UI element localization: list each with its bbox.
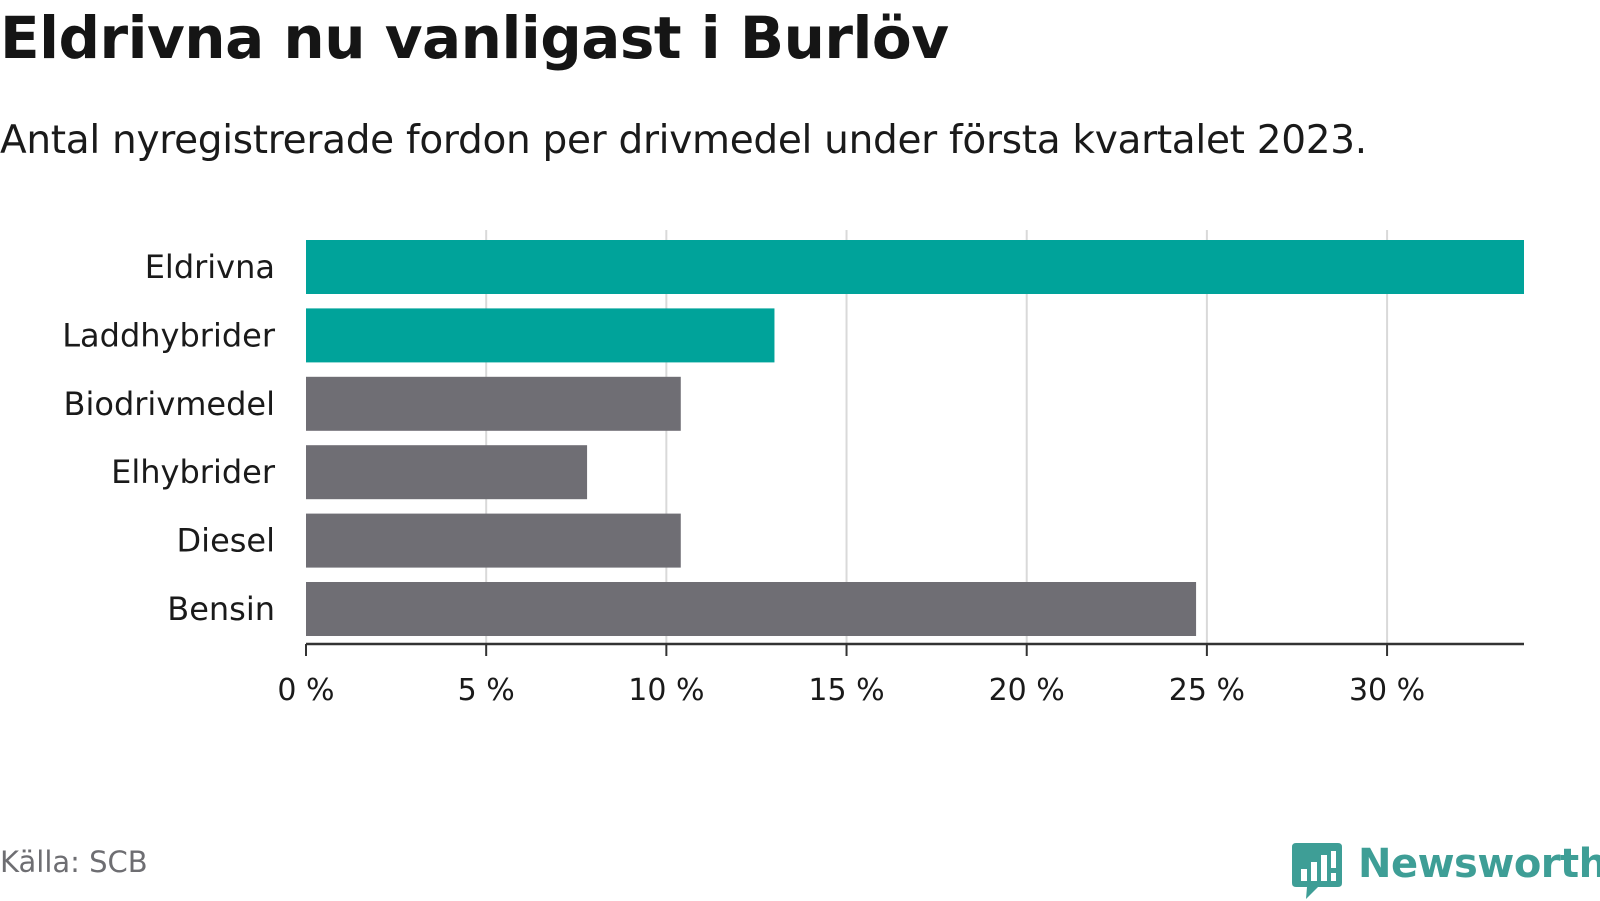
newsworthy-logo: Newsworthy [1292,841,1600,899]
chart-title: Eldrivna nu vanligast i Burlöv [0,4,949,72]
category-label: Laddhybrider [62,316,276,354]
x-tick-label: 15 % [808,673,884,708]
category-label: Eldrivna [145,248,275,286]
bar-diesel [306,513,681,568]
x-axis: 0 % 5 % 10 % 15 % 20 % 25 % 30 % [277,642,1524,708]
x-tick-label: 0 % [277,673,334,708]
category-label: Diesel [177,522,275,560]
x-tick-label: 25 % [1169,673,1245,708]
x-tick-label: 20 % [989,673,1065,708]
category-label: Biodrivmedel [64,385,275,423]
bar-biodrivmedel [306,376,681,431]
bar-bensin [306,582,1197,636]
bar-chart: Eldrivna Laddhybrider Biodrivmedel Elhybrid… [62,230,1524,708]
x-tick-label: 30 % [1349,673,1425,708]
category-label: Elhybrider [111,453,276,491]
category-labels: Eldrivna Laddhybrider Biodrivmedel Elhybrid… [62,248,276,628]
bars [306,240,1524,636]
chart-subtitle: Antal nyregistrerade fordon per drivmede… [0,118,1367,163]
bar-laddhybrider [306,308,775,363]
x-tick-label: 5 % [458,673,515,708]
bar-elhybrider [306,445,588,500]
category-label: Bensin [167,590,275,628]
brand-name: Newsworthy [1358,841,1600,887]
x-tick-label: 10 % [628,673,704,708]
bar-chart-speech-bubble-icon [1292,843,1342,899]
source-note: Källa: SCB [0,845,148,879]
gridlines [485,230,1389,644]
bar-eldrivna [306,240,1524,294]
